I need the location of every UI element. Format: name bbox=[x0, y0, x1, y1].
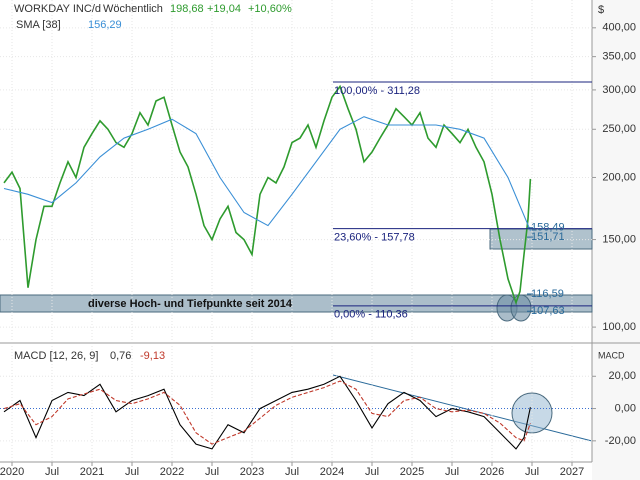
x-tick-label: Jul bbox=[285, 466, 299, 478]
legend-sma: SMA [38] bbox=[16, 19, 61, 31]
x-tick-label: 2022 bbox=[160, 466, 184, 478]
x-tick-label: 2025 bbox=[400, 466, 424, 478]
sma-value: 156,29 bbox=[88, 19, 122, 31]
chart-title: WORKDAY INC/d bbox=[14, 3, 101, 15]
y-tick-label: 400,00 bbox=[602, 22, 636, 34]
y-tick-label: 100,00 bbox=[602, 321, 636, 333]
x-tick-label: 2027 bbox=[560, 466, 584, 478]
support-zone bbox=[0, 294, 593, 313]
change: +19,04 bbox=[207, 3, 241, 15]
signal-value: -9,13 bbox=[140, 350, 165, 362]
x-tick-label: 2024 bbox=[320, 466, 344, 478]
fib-label: 23,60% - 157,78 bbox=[334, 232, 415, 244]
y-tick-label: 150,00 bbox=[602, 233, 636, 245]
macd-value: 0,76 bbox=[110, 350, 131, 362]
period: Wöchentlich bbox=[103, 3, 163, 15]
y-tick-label: 200,00 bbox=[602, 171, 636, 183]
macd-trendline bbox=[332, 374, 593, 442]
axis-label: $ bbox=[598, 4, 604, 16]
x-tick-label: Jul bbox=[445, 466, 459, 478]
axis-label: MACD bbox=[598, 350, 625, 360]
price-label: 107,63 bbox=[531, 305, 565, 317]
y-tick-label: 350,00 bbox=[602, 51, 636, 63]
x-tick-label: 2026 bbox=[480, 466, 504, 478]
macd-title: MACD [12, 26, 9] bbox=[14, 350, 98, 362]
y-tick-label: 300,00 bbox=[602, 84, 636, 96]
x-tick-label: Jul bbox=[125, 466, 139, 478]
price-label: 158,49 bbox=[531, 222, 565, 234]
series-line bbox=[3, 380, 531, 445]
x-tick-label: Jul bbox=[45, 466, 59, 478]
price-label: 151,71 bbox=[531, 231, 565, 243]
fib-label: 100,00% - 311,28 bbox=[334, 85, 420, 97]
y-tick-label: 0,00 bbox=[615, 402, 636, 414]
x-tick-label: Jul bbox=[205, 466, 219, 478]
change-pct: +10,60% bbox=[248, 3, 292, 15]
series-line bbox=[3, 116, 531, 231]
axis-background bbox=[592, 0, 640, 480]
x-tick-label: Jul bbox=[525, 466, 539, 478]
x-tick-label: 2020 bbox=[0, 466, 24, 478]
series-line bbox=[3, 375, 531, 450]
x-tick-label: Jul bbox=[365, 466, 379, 478]
fib-label: 0,00% - 110,36 bbox=[334, 309, 408, 321]
y-tick-label: 250,00 bbox=[602, 123, 636, 135]
series-line bbox=[3, 84, 532, 306]
y-tick-label: 20,00 bbox=[608, 370, 636, 382]
y-tick-label: -20,00 bbox=[605, 435, 636, 447]
x-tick-label: 2021 bbox=[80, 466, 104, 478]
x-tick-label: 2023 bbox=[240, 466, 264, 478]
zone-label: diverse Hoch- und Tiefpunkte seit 2014 bbox=[88, 298, 293, 310]
price-label: 116,59 bbox=[531, 288, 564, 300]
last-price: 198,68 bbox=[170, 3, 204, 15]
